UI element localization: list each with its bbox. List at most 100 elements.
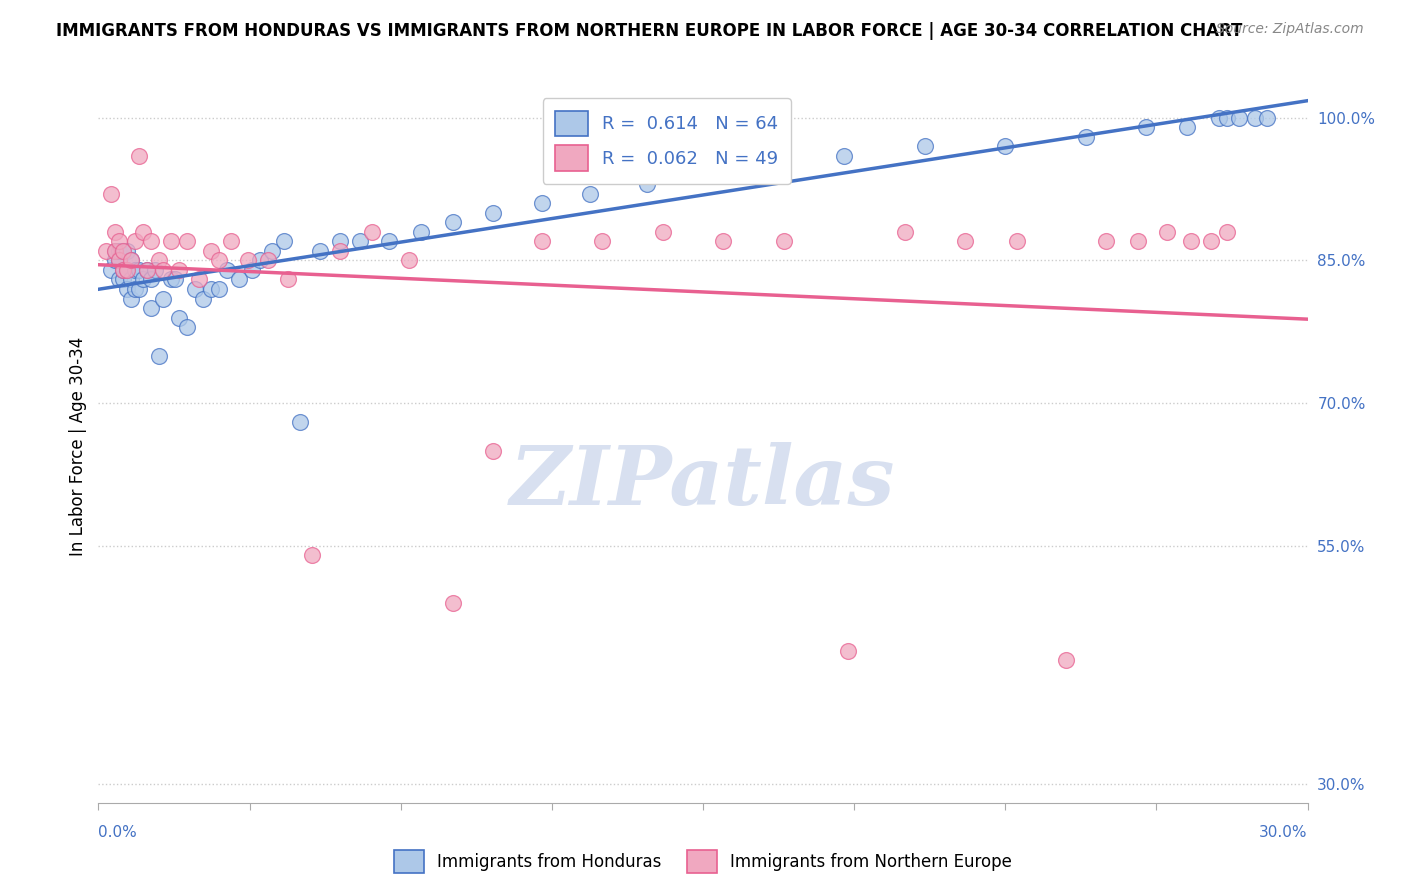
Point: [1135, 120, 1157, 135]
Point: [148, 253, 170, 268]
Text: ZIPatlas: ZIPatlas: [510, 442, 896, 522]
Point: [100, 186, 122, 201]
Point: [361, 225, 384, 239]
Point: [277, 272, 299, 286]
Point: [176, 320, 198, 334]
Point: [579, 186, 602, 201]
Point: [273, 235, 295, 249]
Point: [1216, 111, 1239, 125]
Point: [832, 149, 855, 163]
Point: [329, 244, 352, 258]
Point: [893, 225, 915, 239]
Point: [152, 292, 174, 306]
Point: [591, 235, 613, 249]
Point: [1128, 235, 1150, 249]
Point: [96, 244, 118, 258]
Point: [135, 263, 157, 277]
Point: [107, 272, 129, 286]
Point: [349, 235, 371, 249]
Point: [120, 253, 142, 268]
Point: [221, 235, 243, 249]
Point: [111, 272, 134, 286]
Point: [103, 244, 125, 258]
Point: [1180, 235, 1202, 249]
Point: [1156, 225, 1178, 239]
Point: [107, 253, 129, 268]
Point: [124, 282, 146, 296]
Point: [135, 263, 157, 277]
Point: [163, 272, 186, 286]
Point: [301, 549, 323, 563]
Point: [994, 139, 1017, 153]
Point: [837, 643, 859, 657]
Point: [152, 263, 174, 277]
Point: [1054, 653, 1077, 667]
Point: [636, 178, 658, 192]
Point: [1208, 111, 1230, 125]
Point: [329, 235, 352, 249]
Point: [441, 596, 464, 610]
Point: [1216, 225, 1239, 239]
Text: 0.0%: 0.0%: [98, 825, 138, 840]
Point: [256, 253, 278, 268]
Point: [200, 244, 222, 258]
Point: [184, 282, 207, 296]
Point: [309, 244, 332, 258]
Point: [208, 282, 231, 296]
Point: [100, 263, 122, 277]
Point: [115, 263, 138, 277]
Legend: Immigrants from Honduras, Immigrants from Northern Europe: Immigrants from Honduras, Immigrants fro…: [388, 843, 1018, 880]
Point: [111, 263, 134, 277]
Point: [139, 272, 162, 286]
Point: [107, 244, 129, 258]
Point: [107, 235, 129, 249]
Point: [139, 301, 162, 315]
Point: [115, 282, 138, 296]
Point: [143, 263, 166, 277]
Point: [120, 272, 142, 286]
Point: [772, 235, 794, 249]
Text: 30.0%: 30.0%: [1260, 825, 1308, 840]
Point: [193, 292, 215, 306]
Point: [530, 235, 553, 249]
Point: [128, 282, 150, 296]
Point: [914, 139, 936, 153]
Point: [288, 415, 311, 429]
Point: [1256, 111, 1278, 125]
Point: [200, 282, 222, 296]
Point: [132, 225, 155, 239]
Point: [103, 244, 125, 258]
Point: [176, 235, 198, 249]
Point: [120, 253, 142, 268]
Point: [398, 253, 420, 268]
Point: [765, 158, 787, 172]
Point: [260, 244, 283, 258]
Text: Source: ZipAtlas.com: Source: ZipAtlas.com: [1216, 22, 1364, 37]
Point: [160, 272, 183, 286]
Point: [217, 263, 239, 277]
Point: [711, 235, 734, 249]
Point: [953, 235, 976, 249]
Point: [1074, 129, 1097, 144]
Point: [111, 263, 134, 277]
Point: [1227, 111, 1250, 125]
Point: [167, 263, 190, 277]
Point: [132, 272, 155, 286]
Point: [236, 253, 259, 268]
Point: [111, 244, 134, 258]
Point: [482, 206, 505, 220]
Y-axis label: In Labor Force | Age 30-34: In Labor Force | Age 30-34: [69, 336, 87, 556]
Point: [160, 235, 183, 249]
Point: [107, 253, 129, 268]
Point: [208, 253, 231, 268]
Point: [124, 235, 146, 249]
Point: [115, 244, 138, 258]
Point: [167, 310, 190, 325]
Point: [1007, 235, 1029, 249]
Point: [409, 225, 432, 239]
Point: [128, 263, 150, 277]
Point: [188, 272, 211, 286]
Point: [115, 263, 138, 277]
Point: [1199, 235, 1222, 249]
Point: [441, 215, 464, 229]
